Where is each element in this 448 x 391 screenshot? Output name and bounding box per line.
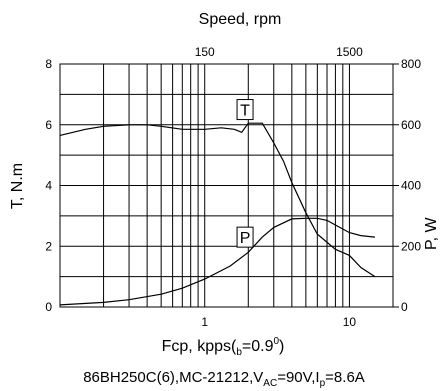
series-label-t-text: T: [240, 103, 250, 120]
y-tick-label-right: 800: [401, 57, 421, 71]
y-tick-label-left: 0: [45, 300, 52, 314]
plot-frame: [59, 63, 394, 308]
caption-part-e: =8.6A: [325, 369, 365, 386]
series-label-p-box: [236, 226, 254, 248]
y-tick-label-right: 0: [401, 300, 408, 314]
motor-caption: 86BH250C(6),MC-21212,VAC=90V,Ip=8.6A: [83, 369, 365, 389]
caption-part-a: 86BH250C(6),MC-21212,V: [83, 369, 263, 386]
series-group: [59, 122, 376, 306]
x-axis-title-close: ): [279, 338, 284, 355]
x-axis-title-sub: b: [236, 347, 242, 358]
x-axis-title: Fcp, kpps(b=0.90): [162, 336, 285, 358]
top-axis-tick-label: 150: [195, 45, 215, 59]
caption-part-d: p: [320, 378, 326, 389]
series-label-t-box: [236, 99, 254, 121]
x-tick-label: 1: [201, 315, 208, 329]
y-axis-title-left: T, N.m: [9, 163, 26, 209]
axis-ticks: 0 2 4 6 8 0 200 400 600 800 1 10 150 1500: [45, 45, 421, 329]
y-tick-label-left: 2: [45, 239, 52, 253]
grid: [60, 64, 394, 307]
caption-part-c: =90V,I: [277, 369, 319, 386]
x-axis-title-main: Fcp, kpps(: [162, 338, 237, 355]
caption-part-b: AC: [263, 378, 277, 389]
x-axis-title-sup: 0: [273, 336, 279, 347]
series-label-p-text: P: [240, 230, 251, 247]
series-line-t: [59, 122, 376, 278]
top-axis-tick-label: 1500: [336, 45, 363, 59]
x-tick-label: 10: [343, 315, 357, 329]
y-tick-label-right: 600: [401, 118, 421, 132]
y-tick-label-left: 4: [45, 179, 52, 193]
y-tick-label-right: 200: [401, 239, 421, 253]
series-label-t: T: [236, 99, 254, 121]
y-axis-title-right: P, W: [423, 217, 440, 251]
series-line-p: [59, 217, 375, 306]
y-tick-label-left: 6: [45, 118, 52, 132]
y-tick-label-left: 8: [45, 57, 52, 71]
chart-title: Speed, rpm: [199, 11, 282, 28]
series-label-p: P: [236, 226, 254, 248]
y-tick-label-right: 400: [401, 179, 421, 193]
x-axis-title-eq: =0.9: [242, 338, 274, 355]
